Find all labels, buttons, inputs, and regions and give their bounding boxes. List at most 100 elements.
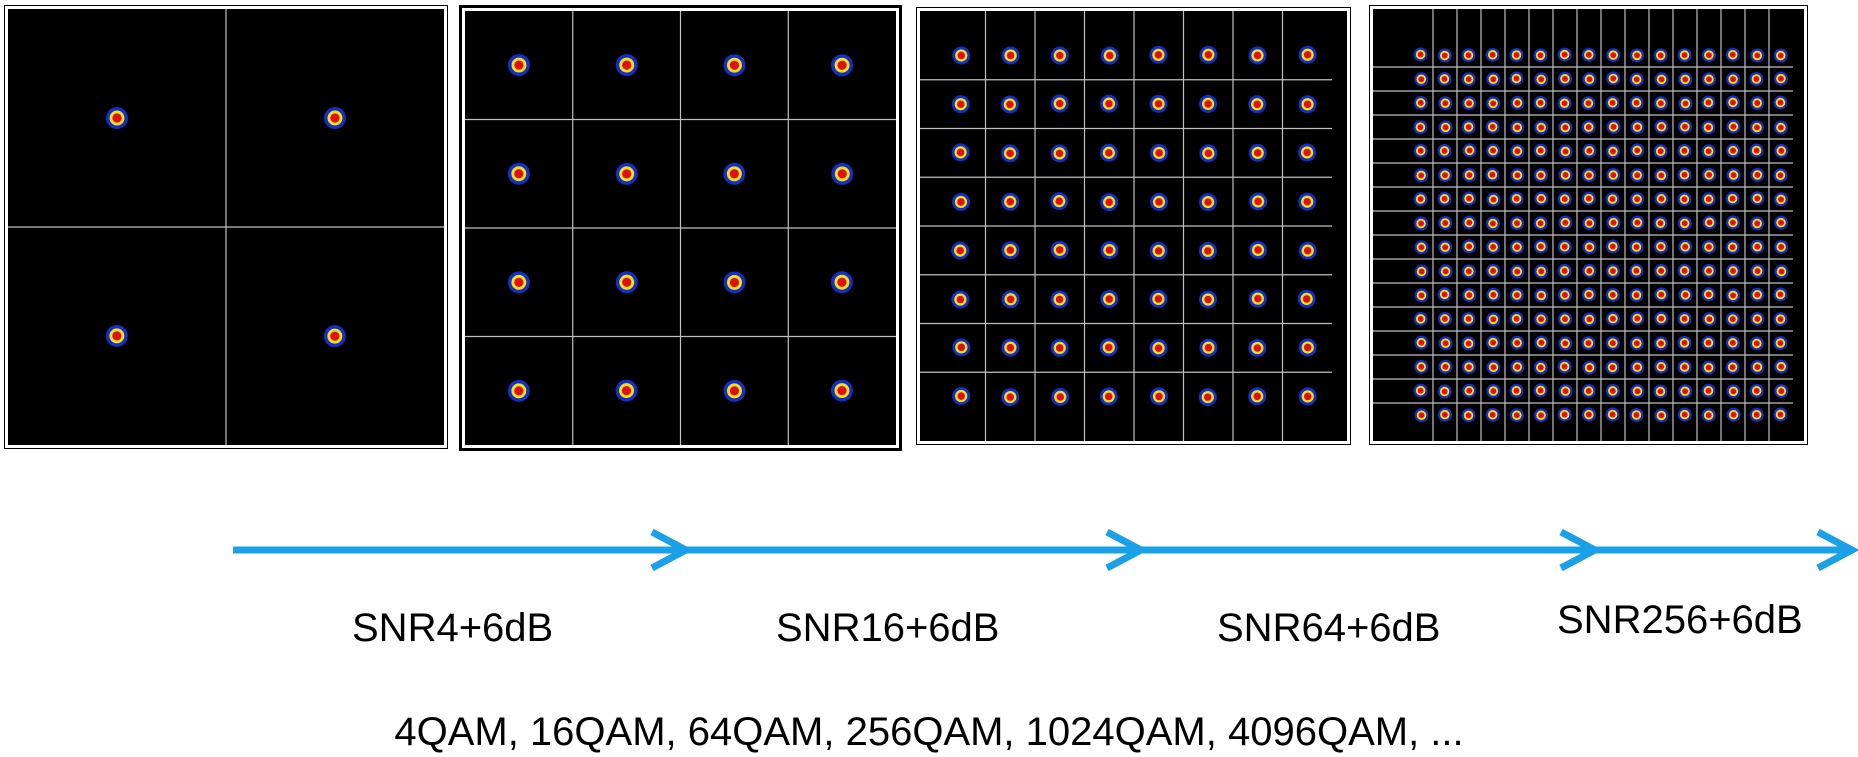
constellation-point: [1461, 264, 1476, 279]
constellation-point: [1581, 191, 1596, 206]
constellation-point: [1605, 287, 1620, 302]
constellation-point: [1001, 338, 1020, 357]
constellation-point: [1726, 407, 1741, 422]
constellation-point: [1050, 46, 1069, 65]
constellation-point: [951, 290, 970, 309]
constellation-point: [1605, 311, 1620, 326]
constellation-point: [1750, 311, 1765, 326]
constellation-point: [1509, 288, 1524, 303]
constellation-point: [1581, 96, 1596, 111]
constellation-point: [615, 271, 638, 294]
constellation-point: [1774, 215, 1789, 230]
constellation-point: [1750, 167, 1765, 182]
constellation-64qam: [916, 7, 1351, 445]
constellation-point: [1773, 48, 1788, 63]
constellation-point: [1533, 239, 1548, 254]
constellation-point: [1438, 336, 1453, 351]
constellation-point: [1509, 311, 1524, 326]
constellation-point: [1414, 335, 1429, 350]
constellation-point: [1437, 407, 1452, 422]
constellation-point: [1510, 144, 1525, 159]
constellation-point: [1437, 143, 1452, 158]
constellation-point: [1605, 239, 1620, 254]
constellation-point: [1534, 264, 1549, 279]
constellation-point: [1678, 384, 1693, 399]
constellation-point: [1653, 216, 1668, 231]
constellation-point: [1702, 167, 1717, 182]
constellation-point: [1630, 143, 1645, 158]
constellation-point: [1461, 336, 1476, 351]
snr-arrow-head: [1816, 528, 1858, 572]
constellation-point: [1653, 96, 1668, 111]
constellation-point: [1702, 312, 1717, 327]
constellation-point: [1773, 95, 1788, 110]
constellation-point: [1630, 192, 1645, 207]
constellation-point: [1298, 338, 1317, 357]
constellation-point: [1581, 168, 1596, 183]
constellation-point: [1199, 193, 1218, 212]
constellation-point: [1701, 120, 1716, 135]
constellation-point: [1199, 144, 1218, 163]
constellation-point: [1149, 45, 1168, 64]
constellation-point: [1606, 71, 1621, 86]
constellation-point: [1461, 48, 1476, 63]
constellation-point: [1510, 264, 1525, 279]
constellation-point: [1462, 143, 1477, 158]
constellation-point: [1605, 336, 1620, 351]
constellation-point: [1150, 143, 1169, 162]
constellation-point: [1149, 339, 1168, 358]
constellation-point: [1510, 95, 1525, 110]
constellation-point: [1486, 335, 1501, 350]
constellation-point: [1100, 290, 1119, 309]
constellation-point: [1774, 143, 1789, 158]
constellation-point: [1509, 240, 1524, 255]
constellation-point: [1413, 192, 1428, 207]
constellation-point: [1654, 287, 1669, 302]
constellation-point: [1413, 95, 1428, 110]
constellation-point: [1534, 408, 1549, 423]
constellation-point: [1654, 359, 1669, 374]
constellation-plot: [1373, 9, 1793, 441]
constellation-point: [1774, 239, 1789, 254]
constellation-point: [323, 107, 346, 130]
constellation-point: [1001, 144, 1020, 163]
constellation-point: [1702, 215, 1717, 230]
constellation-point: [1533, 95, 1548, 110]
constellation-point: [1653, 384, 1668, 399]
constellation-point: [1557, 312, 1572, 327]
constellation-point: [1462, 239, 1477, 254]
constellation-point: [1462, 383, 1477, 398]
constellation-point: [1677, 216, 1692, 231]
constellation-point: [1582, 263, 1597, 278]
constellation-point: [1198, 241, 1217, 260]
constellation-point: [1701, 287, 1716, 302]
constellation-point: [1749, 383, 1764, 398]
constellation-point: [1653, 239, 1668, 254]
constellation-point: [1701, 383, 1716, 398]
constellation-point: [1605, 360, 1620, 375]
constellation-point: [1677, 311, 1692, 326]
constellation-point: [1534, 335, 1549, 350]
constellation-point: [1654, 119, 1669, 134]
constellation-point: [1582, 240, 1597, 255]
constellation-point: [1461, 72, 1476, 87]
constellation-point: [1558, 167, 1573, 182]
constellation-point: [1701, 144, 1716, 159]
constellation-point: [1414, 216, 1429, 231]
constellation-plot: [920, 11, 1332, 441]
snr-label-256: SNR256+6dB: [1557, 598, 1803, 642]
constellation-point: [1750, 95, 1765, 110]
constellation-point: [951, 95, 970, 114]
constellation-point: [1701, 360, 1716, 375]
constellation-point: [1099, 338, 1118, 357]
constellation-point: [1606, 119, 1621, 134]
constellation-point: [1248, 95, 1267, 114]
constellation-point: [507, 54, 530, 77]
constellation-point: [323, 325, 346, 348]
constellation-point: [830, 271, 853, 294]
constellation-point: [1725, 95, 1740, 110]
constellation-point: [1750, 287, 1765, 302]
constellation-point: [1100, 241, 1119, 260]
constellation-point: [1701, 192, 1716, 207]
constellation-point: [1438, 168, 1453, 183]
